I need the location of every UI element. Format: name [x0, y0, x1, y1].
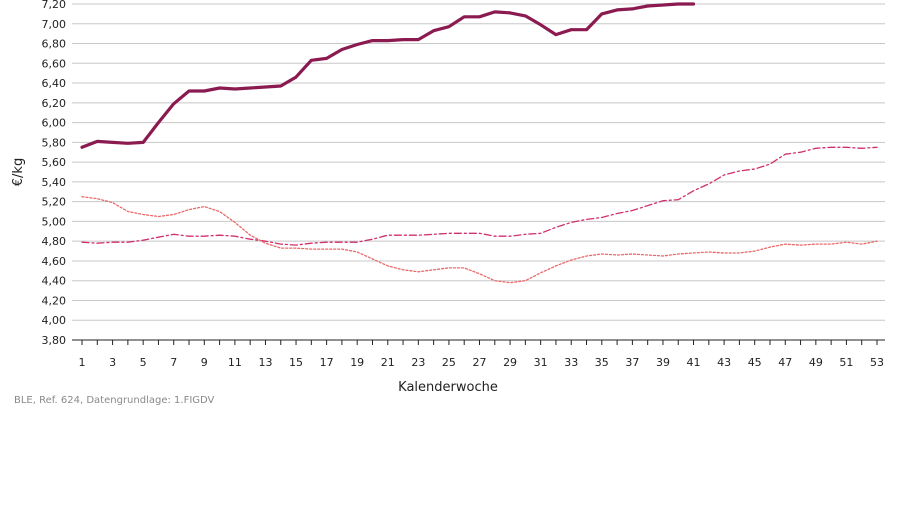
x-tick-label: 13 [258, 356, 272, 369]
x-axis-ticks: 1 3 5 7 9 11 13 15 17 19 21 23 25 27 29 31 33 35 37 39 41 43 4… [79, 340, 884, 369]
y-tick-label: 6,00 [42, 117, 67, 130]
x-tick-label: 31 [534, 356, 548, 369]
x-tick-label: 1 [79, 356, 86, 369]
x-tick-label: 19 [350, 356, 364, 369]
x-tick-label: 29 [503, 356, 517, 369]
y-tick-label: 4,60 [42, 255, 67, 268]
y-tick-label: 4,80 [42, 235, 67, 248]
y-tick-label: 6,40 [42, 77, 67, 90]
x-tick-label: 11 [228, 356, 242, 369]
x-tick-label: 9 [201, 356, 208, 369]
x-tick-label: 35 [595, 356, 609, 369]
y-tick-label: 6,60 [42, 57, 67, 70]
y-tick-label: 5,40 [42, 176, 67, 189]
y-axis-title: €/kg [11, 158, 26, 186]
x-tick-label: 47 [778, 356, 792, 369]
y-tick-label: 4,20 [42, 294, 67, 307]
x-axis-title: Kalenderwoche [398, 380, 498, 395]
line-chart: 3,80 4,00 4,20 4,40 4,60 4,80 5,00 5,20 5,40 5,60… [11, 0, 885, 395]
x-tick-label: 15 [289, 356, 303, 369]
x-tick-label: 23 [411, 356, 425, 369]
series-line-dotted [81, 196, 878, 284]
x-tick-label: 21 [381, 356, 395, 369]
x-tick-label: 37 [625, 356, 639, 369]
gridlines [72, 3, 885, 341]
x-tick-label: 51 [839, 356, 853, 369]
x-tick-label: 41 [687, 356, 701, 369]
x-tick-label: 45 [748, 356, 762, 369]
y-tick-label: 6,20 [42, 97, 67, 110]
y-tick-label: 5,20 [42, 196, 67, 209]
y-tick-label: 5,60 [42, 156, 67, 169]
x-tick-label: 49 [809, 356, 823, 369]
x-tick-label: 25 [442, 356, 456, 369]
x-tick-label: 17 [320, 356, 334, 369]
x-tick-label: 5 [140, 356, 147, 369]
x-tick-label: 53 [870, 356, 884, 369]
x-tick-label: 33 [564, 356, 578, 369]
y-tick-label: 5,00 [42, 215, 67, 228]
y-tick-label: 4,40 [42, 275, 67, 288]
y-tick-label: 6,80 [42, 38, 67, 51]
y-tick-label: 7,20 [42, 0, 67, 11]
source-note: BLE, Ref. 624, Datengrundlage: 1.FIGDV [14, 395, 215, 406]
x-tick-label: 3 [109, 356, 116, 369]
y-tick-label: 5,80 [42, 136, 67, 149]
x-tick-label: 7 [170, 356, 177, 369]
x-tick-label: 39 [656, 356, 670, 369]
y-tick-label: 7,00 [42, 18, 67, 31]
series-line-solid-thick [80, 2, 696, 149]
y-tick-label: 4,00 [42, 314, 67, 327]
y-tick-label: 3,80 [42, 334, 67, 347]
x-tick-label: 43 [717, 356, 731, 369]
x-tick-label: 27 [473, 356, 487, 369]
series-group [80, 2, 878, 284]
y-axis-ticks: 3,80 4,00 4,20 4,40 4,60 4,80 5,00 5,20 5,40 5,60… [42, 0, 67, 347]
series-line-dash-dot [81, 146, 878, 246]
